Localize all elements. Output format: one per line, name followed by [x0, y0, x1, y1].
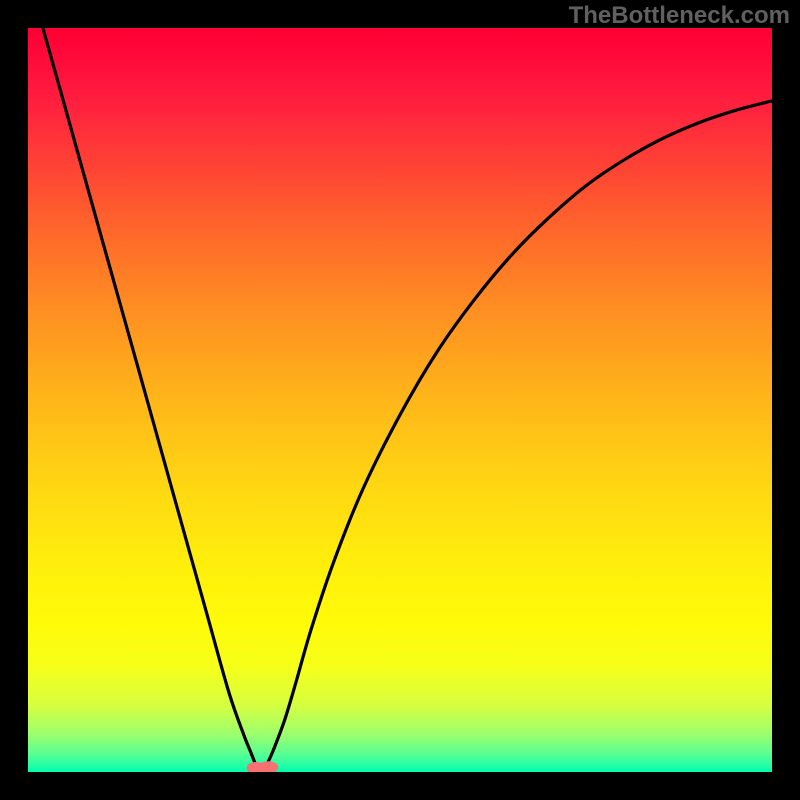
watermark-text: TheBottleneck.com: [569, 2, 790, 30]
bottleneck-curve-svg: [28, 28, 772, 772]
chart-frame: TheBottleneck.com: [0, 0, 800, 800]
plot-area: [28, 28, 772, 772]
